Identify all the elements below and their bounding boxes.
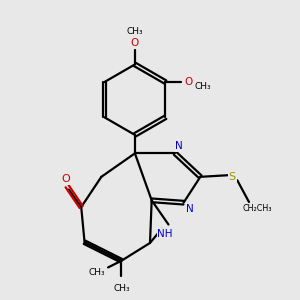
Text: CH₃: CH₃ — [127, 27, 143, 36]
Text: N: N — [186, 204, 194, 214]
Text: O: O — [184, 77, 192, 87]
Text: CH₃: CH₃ — [194, 82, 211, 91]
Text: S: S — [229, 172, 236, 182]
Text: N: N — [175, 141, 182, 151]
Text: CH₃: CH₃ — [113, 284, 130, 293]
Text: O: O — [131, 38, 139, 48]
Text: CH₃: CH₃ — [88, 268, 105, 277]
Text: O: O — [61, 174, 70, 184]
Text: CH₂CH₃: CH₂CH₃ — [243, 203, 272, 212]
Text: NH: NH — [157, 229, 173, 239]
